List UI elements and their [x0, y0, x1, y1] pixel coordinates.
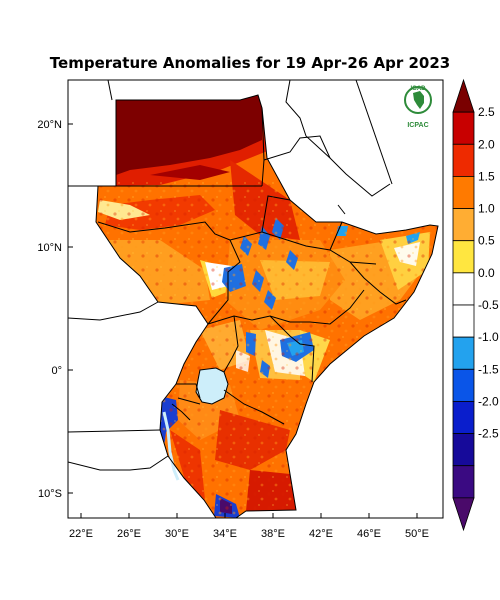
colorbar-label: -0.5: [478, 298, 499, 312]
colorbar-segment: [452, 433, 475, 467]
colorbar-segment: [452, 240, 475, 274]
lake-victoria: [195, 367, 229, 405]
lat-tick-label: 10°N: [37, 242, 62, 254]
colorbar-segment: [452, 208, 475, 242]
lat-tick-label: 20°N: [37, 119, 62, 131]
map-title: Temperature Anomalies for 19 Apr-26 Apr …: [49, 54, 451, 72]
colorbar-label: 1.0: [478, 202, 495, 216]
colorbar: 2.5 2.0 1.5 1.0 0.5 0.0 -0.5 -1.0 -1.5 -2.0 -2.5: [452, 78, 499, 532]
country-borders: [97, 107, 407, 425]
colorbar-label: -1.5: [478, 362, 499, 376]
colorbar-label: -2.5: [478, 427, 499, 441]
colorbar-segment: [452, 465, 475, 499]
colorbar-label: 1.5: [478, 169, 495, 183]
colorbar-segment: [452, 336, 475, 370]
colorbar-label: -1.0: [478, 330, 499, 344]
lat-tick-label: 10°S: [38, 488, 62, 500]
colorbar-label: 0.0: [478, 266, 495, 280]
region-outline: [95, 94, 439, 519]
lon-tick-label: 46°E: [357, 528, 381, 540]
colorbar-segment: [452, 272, 475, 306]
colorbar-segment: [452, 78, 475, 113]
colorbar-label: 2.0: [478, 137, 495, 151]
lon-tick-label: 42°E: [309, 528, 333, 540]
colorbar-segment: [452, 304, 475, 338]
lon-tick-label: 22°E: [69, 528, 93, 540]
colorbar-label: -2.0: [478, 394, 499, 408]
logo-bottom-text: ICPAC: [407, 122, 428, 129]
lon-tick-label: 30°E: [165, 528, 189, 540]
colorbar-label: 0.5: [478, 234, 495, 248]
colorbar-segment: [452, 143, 475, 177]
colorbar-segment: [452, 111, 475, 145]
lon-tick-label: 34°E: [213, 528, 237, 540]
lake-tanganyika: [162, 411, 180, 481]
colorbar-segment: [452, 401, 475, 434]
lat-tick-label: 0°: [51, 365, 62, 377]
africa-shape-icon: [413, 91, 424, 109]
colorbar-segment: [452, 176, 475, 209]
lon-tick-label: 26°E: [117, 528, 141, 540]
lon-tick-label: 38°E: [261, 528, 285, 540]
outer-borders: [68, 80, 393, 471]
igad-logo: IGAD ICPAC: [404, 86, 432, 129]
logo-top-text: IGAD: [411, 86, 427, 92]
longitude-axis: 22°E 26°E 30°E 34°E 38°E 42°E 46°E 50°E: [69, 513, 429, 540]
colorbar-label: 2.5: [478, 105, 495, 119]
colorbar-segment: [452, 368, 475, 402]
lon-tick-label: 50°E: [405, 528, 429, 540]
latitude-axis: 20°N 10°N 0° 10°S: [37, 119, 73, 500]
colorbar-segment: [452, 497, 475, 532]
